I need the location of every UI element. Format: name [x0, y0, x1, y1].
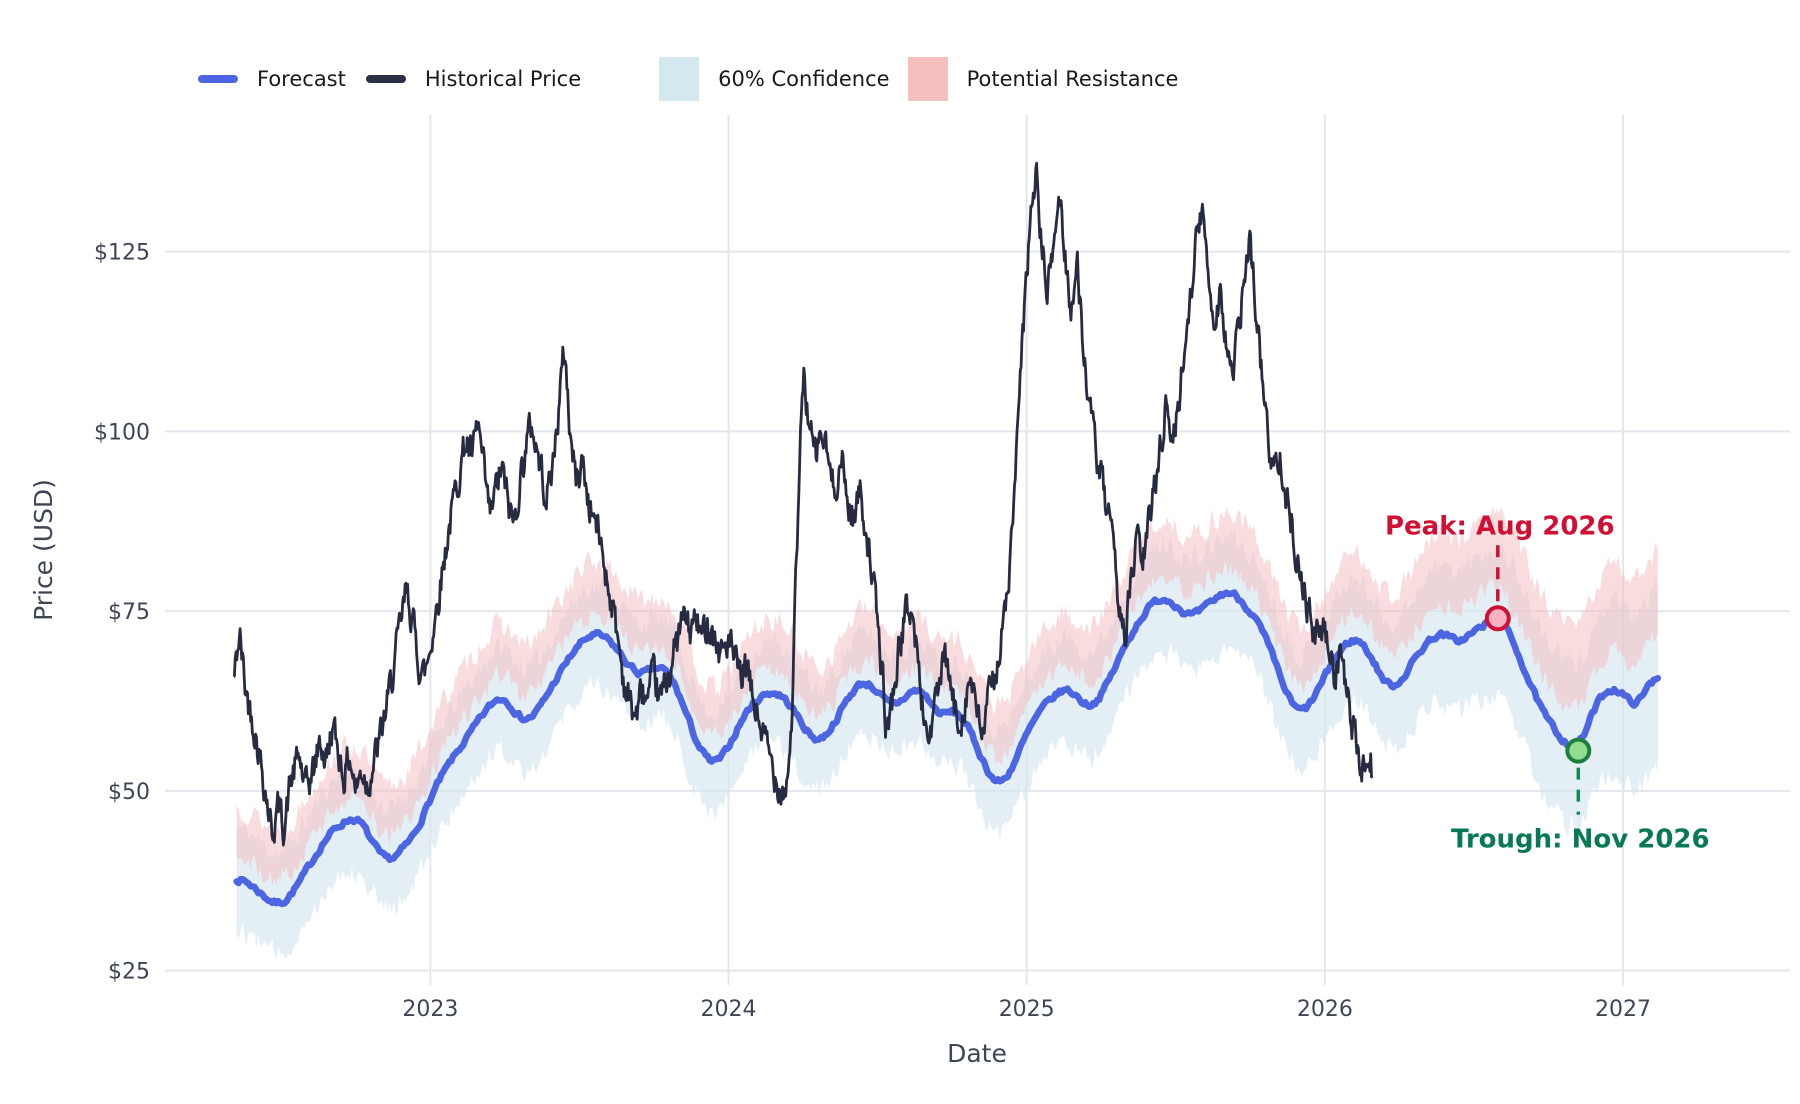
legend-item-forecast: Forecast — [198, 67, 346, 91]
legend-item-historical-price: Historical Price — [365, 67, 582, 91]
series-lines — [233, 161, 1662, 908]
y-tick-label: $50 — [108, 780, 150, 805]
peak-annotation-label: Peak: Aug 2026 — [1385, 511, 1615, 541]
legend-item-confidence: 60% Confidence — [659, 57, 890, 101]
x-tick-label: 2023 — [402, 997, 458, 1022]
x-tick-label: 2027 — [1595, 997, 1651, 1022]
legend-item-resistance: Potential Resistance — [907, 57, 1179, 101]
y-tick-label: $75 — [108, 600, 150, 625]
historical-line-swatch — [365, 75, 406, 83]
y-tick-label: $125 — [94, 241, 150, 266]
y-tick-label: $100 — [94, 420, 150, 445]
peak-marker — [1484, 605, 1511, 632]
confidence-band-swatch — [659, 57, 700, 101]
x-tick-label: 2025 — [999, 997, 1055, 1022]
y-tick-label: $25 — [108, 960, 150, 985]
x-tick-label: 2024 — [701, 997, 757, 1022]
legend-label-historical-price: Historical Price — [424, 67, 582, 91]
legend-label-resistance: Potential Resistance — [966, 67, 1179, 91]
historical-line — [233, 161, 1374, 847]
forecast-line — [233, 589, 1662, 908]
band-layers — [236, 506, 1658, 960]
x-axis-title: Date — [947, 1039, 1007, 1068]
x-tick-label: 2026 — [1297, 997, 1353, 1022]
trough-marker — [1565, 737, 1592, 764]
legend-label-confidence: 60% Confidence — [718, 67, 890, 91]
legend: Forecast Historical Price 60% Confidence… — [198, 55, 1178, 103]
resistance-band-swatch — [907, 57, 948, 101]
gridlines: $25 $50 $75 $100 $125 2023 2024 2025 2026 2027 — [94, 115, 1790, 1022]
forecast-line-swatch — [198, 75, 238, 83]
resistance-band — [236, 506, 1658, 886]
legend-label-forecast: Forecast — [257, 67, 346, 91]
trough-annotation-label: Trough: Nov 2026 — [1451, 825, 1710, 855]
y-axis-title: Price (USD) — [29, 479, 58, 621]
annotation-layer: Peak: Aug 2026 Trough: Nov 2026 — [1385, 511, 1710, 854]
